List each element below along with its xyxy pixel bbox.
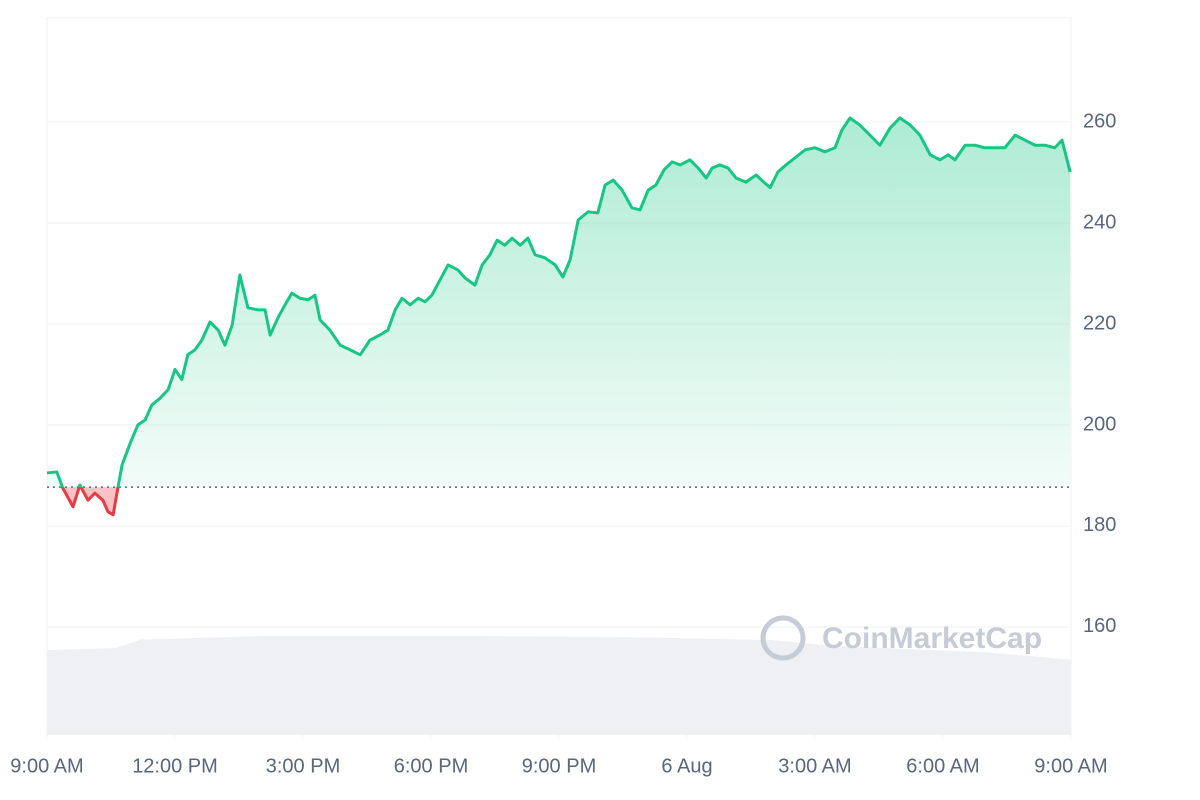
- x-tick-label: 12:00 PM: [132, 755, 218, 777]
- x-tick-label: 3:00 PM: [266, 755, 340, 777]
- y-tick-label: 160: [1083, 615, 1116, 637]
- y-tick-label: 200: [1083, 413, 1116, 435]
- x-tick-label: 9:00 AM: [10, 755, 83, 777]
- y-tick-label: 180: [1083, 514, 1116, 536]
- x-tick-label: 3:00 AM: [778, 755, 851, 777]
- price-line-up: [46, 116, 1072, 488]
- x-tick-label: 9:00 PM: [522, 755, 596, 777]
- volume-area: [47, 636, 1071, 735]
- watermark: CoinMarketCap: [822, 622, 1042, 655]
- x-tick-label: 6:00 AM: [906, 755, 979, 777]
- y-tick-label: 260: [1083, 110, 1116, 132]
- y-tick-label: 220: [1083, 312, 1116, 334]
- y-tick-label: 240: [1083, 211, 1116, 233]
- watermark-logo: [760, 615, 806, 661]
- x-tick-label: 6:00 PM: [394, 755, 468, 777]
- x-tick-label: 9:00 AM: [1034, 755, 1107, 777]
- area-up: [47, 117, 1071, 488]
- x-tick-label: 6 Aug: [661, 755, 712, 777]
